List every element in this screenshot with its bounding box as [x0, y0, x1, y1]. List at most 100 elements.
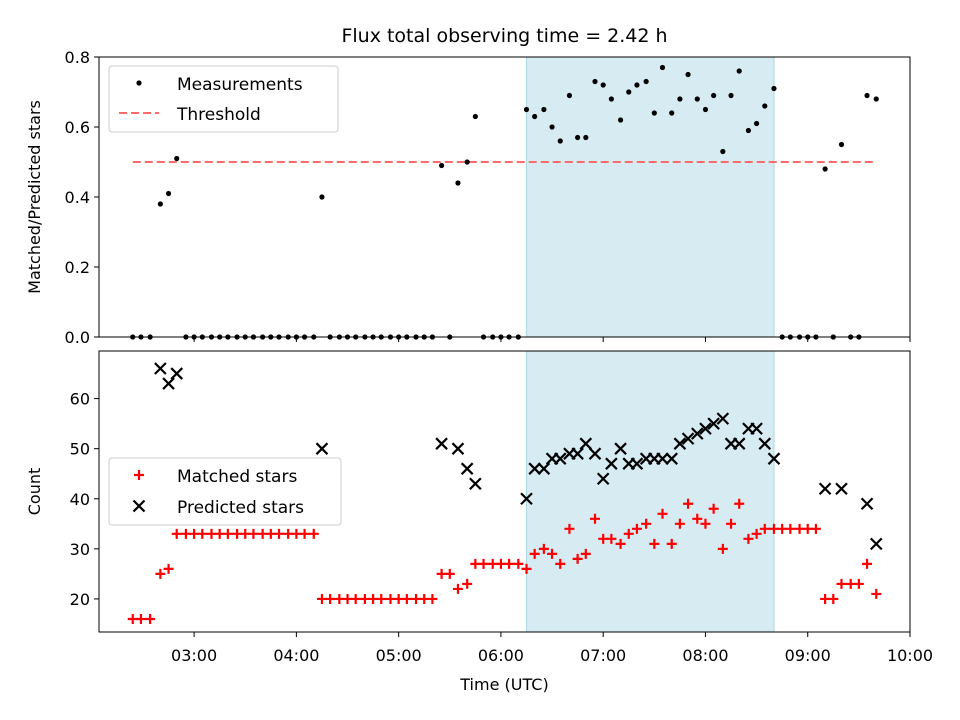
data-point [759, 523, 770, 534]
data-point [732, 437, 746, 450]
y-tick-label: 0.6 [65, 118, 90, 137]
data-point [641, 518, 652, 529]
chart-panel-2 [94, 350, 911, 637]
data-point [439, 162, 445, 169]
legend-label: Matched stars [177, 467, 297, 487]
data-point [299, 528, 310, 539]
data-point [376, 593, 387, 604]
data-point [528, 462, 541, 475]
data-point [666, 538, 677, 549]
data-point [222, 528, 233, 539]
data-point [692, 513, 703, 524]
data-point [634, 82, 640, 88]
data-point [273, 528, 284, 539]
y-tick-label: 40 [70, 490, 90, 509]
data-point [767, 452, 781, 465]
data-point [553, 452, 567, 465]
data-point [583, 134, 589, 141]
data-point [750, 422, 763, 435]
data-point [532, 113, 538, 120]
data-point [734, 498, 745, 509]
data-point [588, 447, 602, 460]
data-point [860, 497, 874, 511]
data-point [871, 588, 882, 599]
x-tick-label: 03:00 [171, 646, 217, 665]
data-point [145, 613, 156, 624]
data-point [818, 482, 832, 496]
data-point [174, 155, 180, 162]
y-tick-label: 20 [70, 590, 90, 609]
data-point [401, 593, 412, 604]
data-point [656, 452, 669, 465]
data-point [873, 96, 879, 102]
data-point [651, 110, 657, 116]
data-point [529, 548, 540, 559]
data-point [694, 96, 700, 102]
data-point [523, 106, 530, 113]
data-point [564, 523, 575, 534]
data-point [681, 432, 695, 445]
data-point [711, 92, 717, 99]
legend-marker-matched [134, 470, 144, 480]
data-point [571, 447, 584, 460]
data-point [171, 528, 182, 539]
chart-title: Flux total observing time = 2.42 h [341, 25, 667, 47]
data-point [325, 593, 336, 604]
data-point [643, 78, 649, 85]
series-matched-stars [127, 498, 882, 624]
data-point [163, 563, 174, 574]
data-point [677, 96, 683, 102]
x-tick-label: 07:00 [580, 646, 626, 665]
data-point [557, 138, 563, 144]
x-tick-label: 04:00 [273, 646, 319, 665]
data-point [617, 117, 624, 123]
data-point [469, 477, 482, 491]
legend-label: Threshold [176, 105, 261, 125]
data-point [853, 578, 864, 589]
y-tick-label: 0.0 [65, 328, 90, 347]
x-axis-label: Time (UTC) [459, 675, 548, 694]
data-point [608, 96, 614, 102]
chart-panel-1 [94, 56, 911, 342]
data-point [590, 513, 601, 524]
data-point [555, 558, 566, 569]
data-point [649, 538, 660, 549]
data-point [460, 462, 474, 475]
data-point [717, 543, 728, 554]
legend-marker-measurements [136, 80, 142, 86]
legend-label: Predicted stars [177, 498, 304, 518]
data-point [462, 578, 473, 589]
data-point [350, 593, 361, 604]
data-point [864, 92, 870, 99]
data-point [157, 201, 163, 207]
x-tick-label: 10:00 [887, 646, 933, 665]
data-point [771, 85, 777, 92]
data-point [541, 106, 547, 113]
data-point [673, 437, 687, 450]
axes-frame [98, 350, 911, 633]
data-point [707, 417, 720, 430]
data-point [728, 92, 734, 99]
data-point [547, 548, 558, 559]
data-point [614, 442, 627, 455]
data-point [736, 68, 742, 74]
x-tick-label: 08:00 [682, 646, 728, 665]
data-point [579, 437, 593, 450]
data-point [716, 412, 730, 425]
data-point [600, 82, 606, 88]
data-point [836, 578, 847, 589]
data-point [435, 437, 448, 450]
data-point [720, 148, 726, 155]
data-point [478, 558, 489, 569]
data-point [455, 180, 461, 186]
data-point [549, 124, 555, 130]
data-point [700, 518, 711, 529]
y-tick-label: 50 [70, 440, 90, 459]
legend-box [108, 65, 339, 133]
data-point [155, 568, 166, 579]
data-point [572, 553, 583, 564]
data-point [520, 492, 533, 506]
data-point [745, 127, 752, 134]
data-point [170, 367, 184, 380]
data-point [631, 523, 642, 534]
